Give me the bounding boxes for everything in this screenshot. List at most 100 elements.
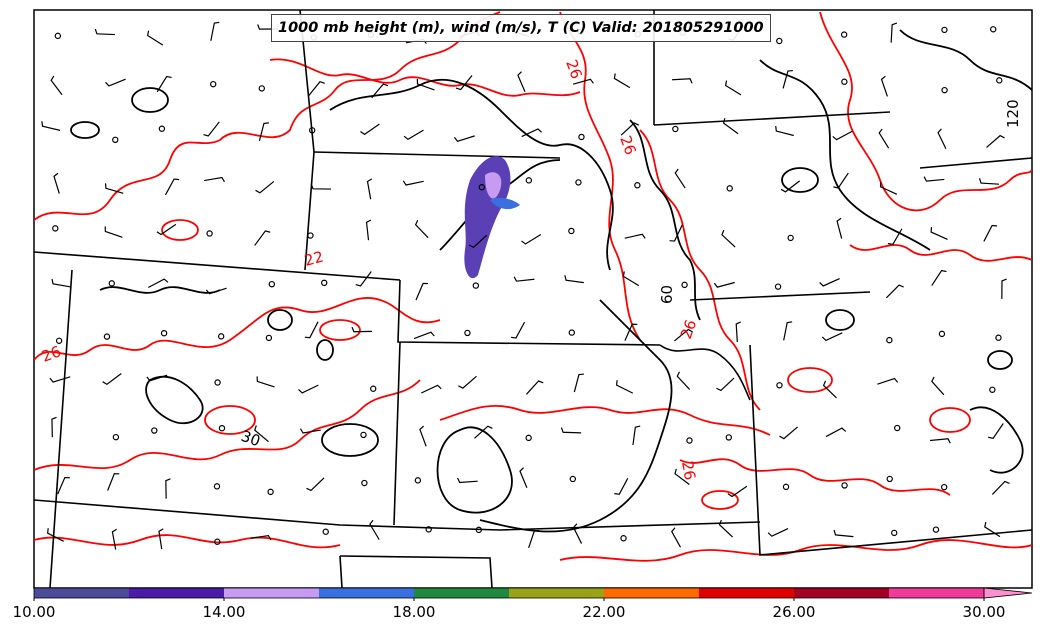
wind-barb <box>415 282 429 301</box>
wind-barb <box>306 477 325 492</box>
temperature-label: 26 <box>562 57 585 81</box>
wind-barb <box>165 178 180 196</box>
wind-barb <box>521 234 542 245</box>
calm-wind-marker <box>158 125 166 132</box>
wind-barb <box>474 425 493 439</box>
wind-barb <box>519 467 528 489</box>
wind-barb <box>718 519 734 538</box>
calm-wind-marker <box>990 26 997 33</box>
wind-barb <box>780 180 801 193</box>
wind-barb <box>369 519 380 540</box>
wind-barb <box>775 126 794 137</box>
wind-barb <box>419 425 427 447</box>
colorbar-outline <box>33 587 985 599</box>
calm-wind-marker <box>52 225 59 232</box>
calm-wind-marker <box>55 337 63 344</box>
wind-barb <box>104 183 124 194</box>
calm-wind-marker <box>265 334 273 342</box>
calm-wind-marker <box>214 379 221 386</box>
wind-barb <box>366 178 373 200</box>
calm-wind-marker <box>787 234 794 242</box>
calm-wind-marker <box>893 424 901 432</box>
wind-barb <box>521 128 543 138</box>
calm-wind-marker <box>525 434 532 442</box>
wind-barb <box>988 423 1004 440</box>
wind-barb <box>468 234 488 249</box>
wind-barb <box>984 521 1001 538</box>
wind-barb <box>879 181 898 195</box>
wind-barb <box>822 380 837 399</box>
calm-wind-marker <box>634 182 641 189</box>
wind-barb <box>716 377 735 392</box>
wind-barb <box>210 21 220 41</box>
wind-barb <box>782 69 793 89</box>
wind-barb <box>53 172 60 194</box>
wind-barb <box>371 83 389 99</box>
calm-wind-marker <box>840 31 848 38</box>
wind-barb <box>983 224 998 242</box>
wind-barb <box>624 323 638 341</box>
wind-barb <box>779 426 799 440</box>
wind-barb <box>885 284 904 299</box>
calm-wind-marker <box>160 329 168 337</box>
wind-barb <box>991 480 1010 495</box>
wind-barb <box>510 321 526 339</box>
wind-barb <box>111 528 117 550</box>
calm-wind-marker <box>321 279 328 287</box>
wind-barb <box>49 376 71 383</box>
wind-barb <box>365 219 372 241</box>
colorbar-swatch <box>224 588 320 598</box>
wind-barb <box>821 332 843 342</box>
wind-barb <box>165 478 171 499</box>
wind-barb <box>513 276 535 282</box>
wind-barb <box>890 22 898 43</box>
calm-wind-marker <box>361 479 368 487</box>
wind-barb <box>572 78 594 85</box>
wind-barb <box>421 384 442 394</box>
wind-barb <box>102 373 122 386</box>
colorbar-swatch <box>889 588 985 598</box>
wind-barb <box>50 75 63 96</box>
wind-barb <box>573 373 584 393</box>
wind-barb <box>819 278 840 287</box>
calm-wind-marker <box>620 535 627 542</box>
wind-barb <box>937 128 947 150</box>
calm-wind-marker <box>932 526 940 533</box>
wind-barb <box>47 528 64 542</box>
calm-wind-marker <box>776 382 783 389</box>
calm-wind-marker <box>218 424 226 432</box>
calm-wind-marker <box>464 329 471 337</box>
wind-barb <box>105 78 126 87</box>
calm-wind-marker <box>941 26 948 34</box>
calm-wind-marker <box>308 127 316 134</box>
calm-wind-marker <box>776 37 783 45</box>
wind-barb <box>107 473 120 491</box>
wind-barb <box>833 172 849 189</box>
wind-barb <box>880 75 888 97</box>
wind-barb <box>258 122 269 142</box>
calm-wind-marker <box>938 330 946 338</box>
wind-barb <box>457 477 478 484</box>
precip-shading <box>464 156 520 279</box>
wind-barb <box>304 321 319 339</box>
calm-wind-marker <box>267 488 274 496</box>
calm-wind-marker <box>989 386 996 393</box>
wind-barb <box>458 375 477 389</box>
calm-wind-marker <box>103 333 111 340</box>
wind-barb <box>455 75 473 91</box>
colorbar-swatch <box>604 588 700 598</box>
wind-barb <box>94 28 115 36</box>
wind-barb <box>721 229 736 248</box>
wind-barb <box>727 485 748 498</box>
wind-barb <box>735 321 741 343</box>
wind-barb <box>414 219 429 239</box>
calm-wind-marker <box>940 483 948 491</box>
calm-wind-marker <box>841 78 848 85</box>
calm-wind-marker <box>575 179 582 186</box>
wind-barb <box>930 438 951 444</box>
colorbar-tick-label: 22.00 <box>582 603 626 621</box>
wind-barb <box>672 78 693 84</box>
calm-wind-marker <box>995 334 1002 341</box>
calm-wind-marker <box>841 482 848 489</box>
